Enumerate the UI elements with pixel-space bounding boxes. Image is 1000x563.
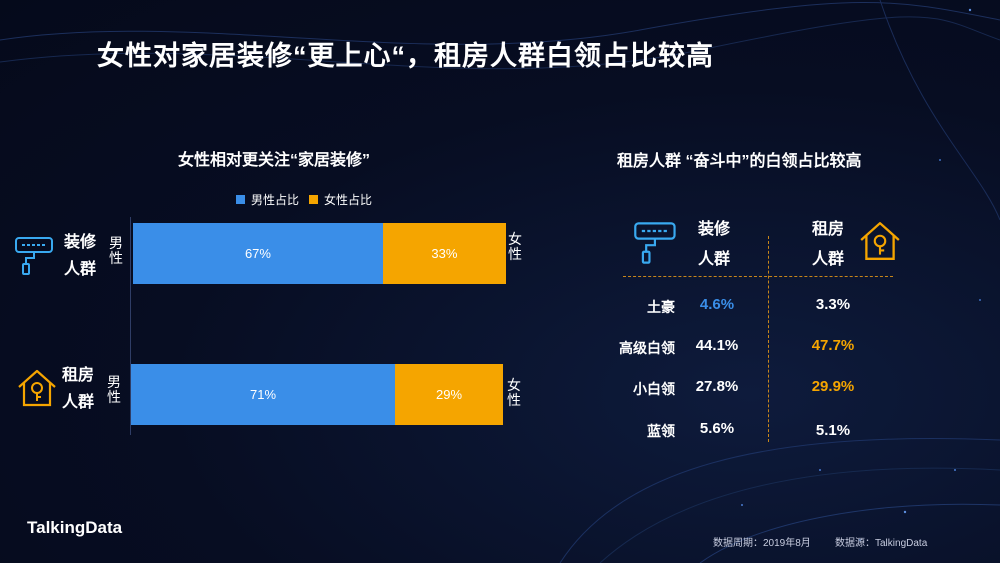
table-cell: 4.6%: [699, 296, 735, 313]
bar-segment-female-decoration: 33%: [382, 223, 506, 284]
house-key-icon: [18, 369, 56, 407]
side-label-female-2: 女性: [507, 377, 521, 408]
data-period: 数据周期：2019年8月: [713, 538, 811, 549]
side-label-male-1: 男性: [109, 235, 123, 266]
talkingdata-logo: TalkingData: [27, 518, 123, 537]
table-col-header-decoration: 装修人群: [697, 221, 730, 268]
chart-legend: 男性占比 女性占比: [236, 191, 372, 208]
group-label-rental: 租房人群: [62, 367, 95, 411]
data-label-female-rental: 29%: [436, 387, 463, 402]
stacked-bar-rental: 71% 29%: [131, 364, 503, 425]
legend-swatch-male: [236, 195, 245, 204]
bar-segment-male-rental: 71%: [131, 364, 396, 425]
paint-roller-icon: [15, 237, 53, 275]
side-label-male-2: 男性: [107, 374, 121, 405]
bar-segment-male-decoration: 67%: [133, 223, 383, 284]
chart-axis-line: [130, 217, 131, 435]
data-label-male-rental: 71%: [250, 387, 277, 402]
page-title: 女性对家居装修“更上心“，租房人群白领占比较高: [97, 41, 714, 71]
table-row-label: 蓝领: [647, 423, 675, 439]
table-row-label: 小白领: [633, 381, 675, 397]
table-cell: 29.9%: [811, 378, 855, 395]
side-label-female-1: 女性: [508, 231, 522, 262]
table-horizontal-divider: [623, 276, 893, 277]
group-label-decoration: 装修人群: [64, 234, 97, 278]
table-cell: 5.6%: [699, 420, 735, 437]
table-cell: 47.7%: [811, 337, 855, 354]
table-cell: 3.3%: [815, 296, 851, 313]
legend-label-male: 男性占比: [251, 193, 300, 207]
data-source: 数据源：TalkingData: [835, 538, 928, 549]
legend-label-female: 女性占比: [324, 193, 373, 207]
data-label-female-decoration: 33%: [431, 246, 458, 261]
table-cell: 27.8%: [695, 378, 739, 395]
bar-segment-female-rental: 29%: [395, 364, 503, 425]
house-key-icon-table: [860, 222, 900, 260]
stacked-bar-decoration: 67% 33%: [133, 223, 506, 284]
data-label-male-decoration: 67%: [244, 246, 271, 261]
table-cell: 44.1%: [695, 337, 739, 354]
table-vertical-divider: [768, 236, 769, 442]
legend-swatch-female: [309, 195, 319, 204]
table-col-header-rental: 租房人群: [811, 221, 844, 268]
table-row-label: 土豪: [647, 299, 675, 315]
left-chart-title: 女性相对更关注“家居装修”: [178, 152, 371, 169]
paint-roller-icon-table: [634, 222, 676, 264]
table-row-label: 高级白领: [619, 340, 675, 356]
table-cell: 5.1%: [815, 422, 851, 439]
right-table-title: 租房人群 “奋斗中”的白领占比较高: [617, 153, 862, 170]
